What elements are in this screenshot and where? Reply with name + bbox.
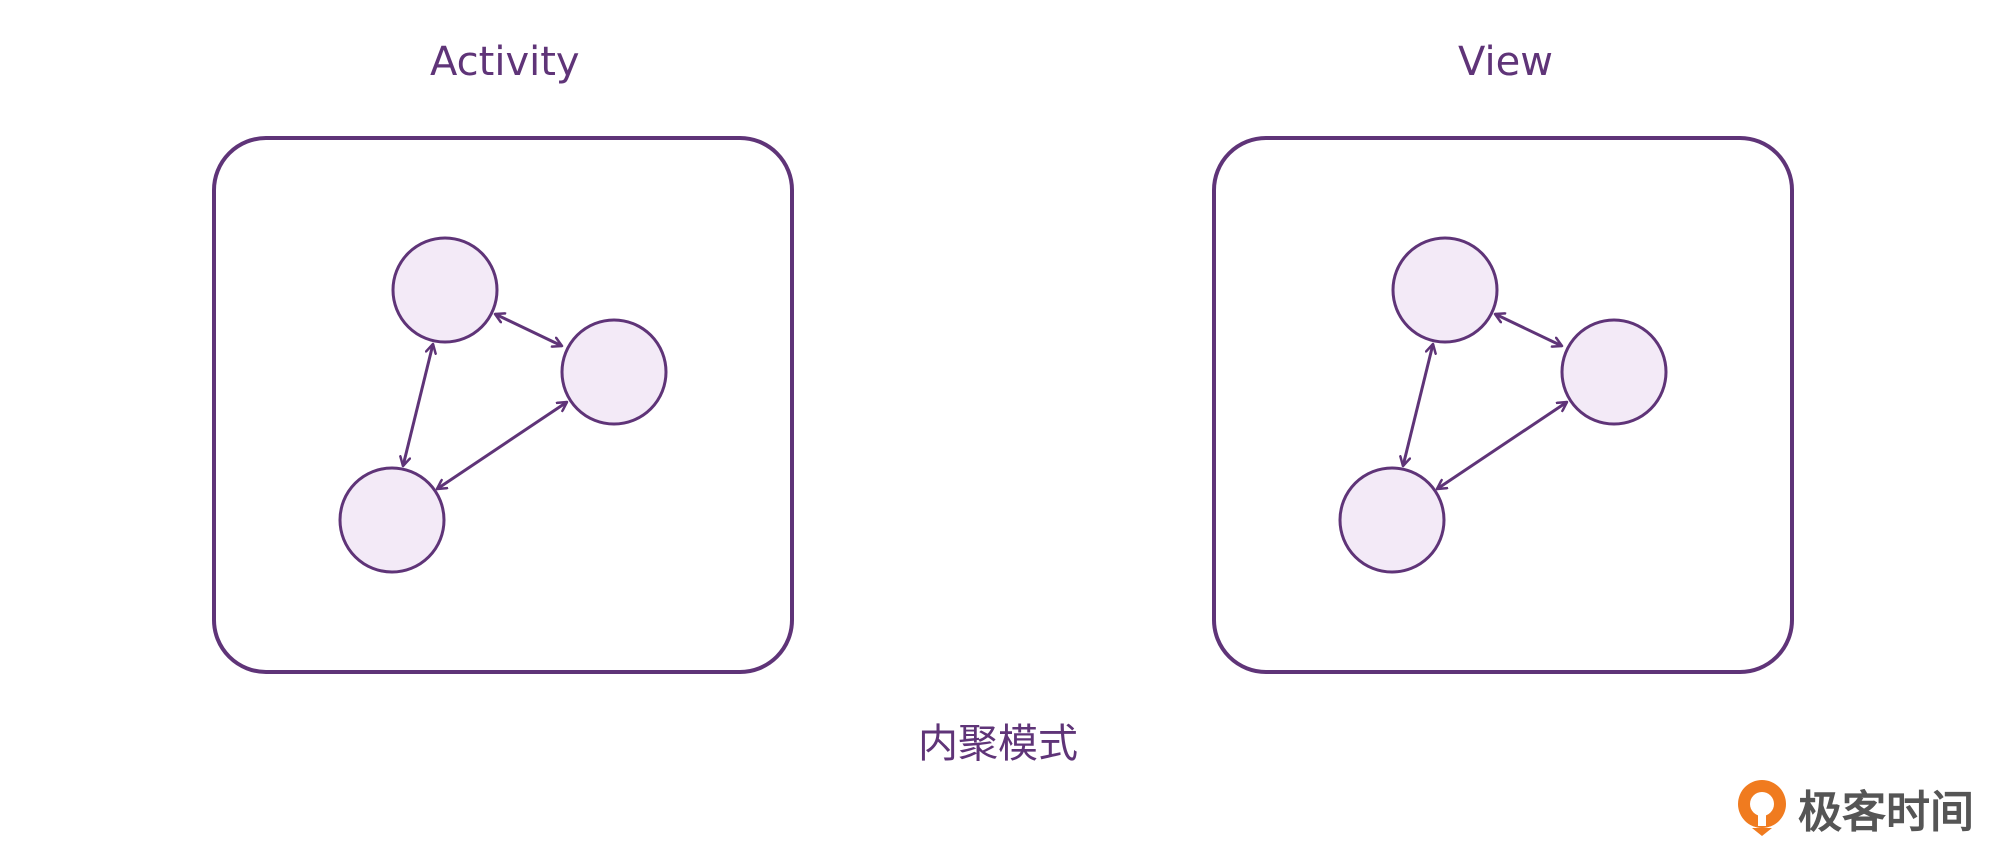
- activity-title: Activity: [430, 39, 580, 85]
- activity-panel: [212, 136, 794, 674]
- edge-top-bottom: [403, 344, 433, 466]
- node-top: [1391, 236, 1499, 344]
- node-top: [391, 236, 499, 344]
- node-right: [560, 318, 668, 426]
- geektime-logo: 极客时间: [1736, 776, 1974, 840]
- geektime-logo-icon: [1738, 780, 1786, 836]
- view-container: [1212, 136, 1794, 674]
- logo-text: 极客时间: [1798, 787, 1974, 838]
- diagram-caption: 内聚模式: [918, 721, 1078, 767]
- node-bottom: [1338, 466, 1446, 574]
- view-title: View: [1458, 39, 1553, 85]
- activity-container: [212, 136, 794, 674]
- node-right: [1560, 318, 1668, 426]
- node-bottom: [338, 466, 446, 574]
- view-panel: [1212, 136, 1794, 674]
- edge-right-bottom: [1437, 402, 1567, 489]
- edge-top-bottom: [1403, 344, 1433, 466]
- edge-right-bottom: [437, 402, 567, 489]
- edge-top-right: [1495, 314, 1562, 346]
- edge-top-right: [495, 314, 562, 346]
